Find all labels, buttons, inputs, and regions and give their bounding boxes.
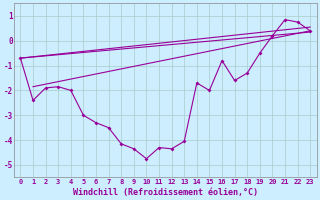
X-axis label: Windchill (Refroidissement éolien,°C): Windchill (Refroidissement éolien,°C) (73, 188, 258, 197)
